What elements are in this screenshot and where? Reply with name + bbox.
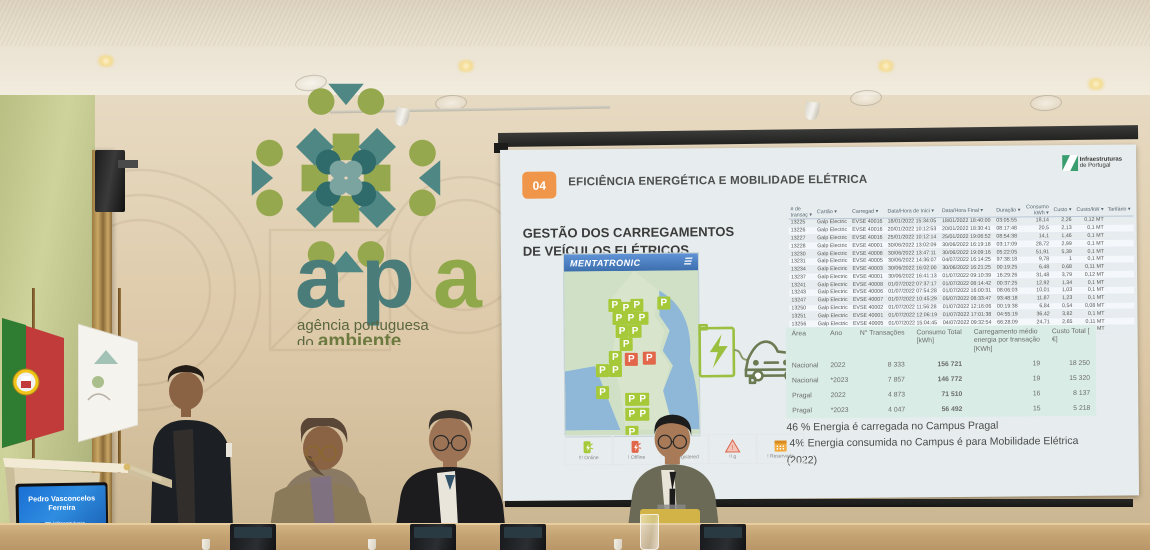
svg-text:p: p [361,235,413,326]
svg-text:a: a [433,235,483,326]
svg-text:a: a [295,235,345,326]
svg-text:do ambiente: do ambiente [297,331,401,345]
